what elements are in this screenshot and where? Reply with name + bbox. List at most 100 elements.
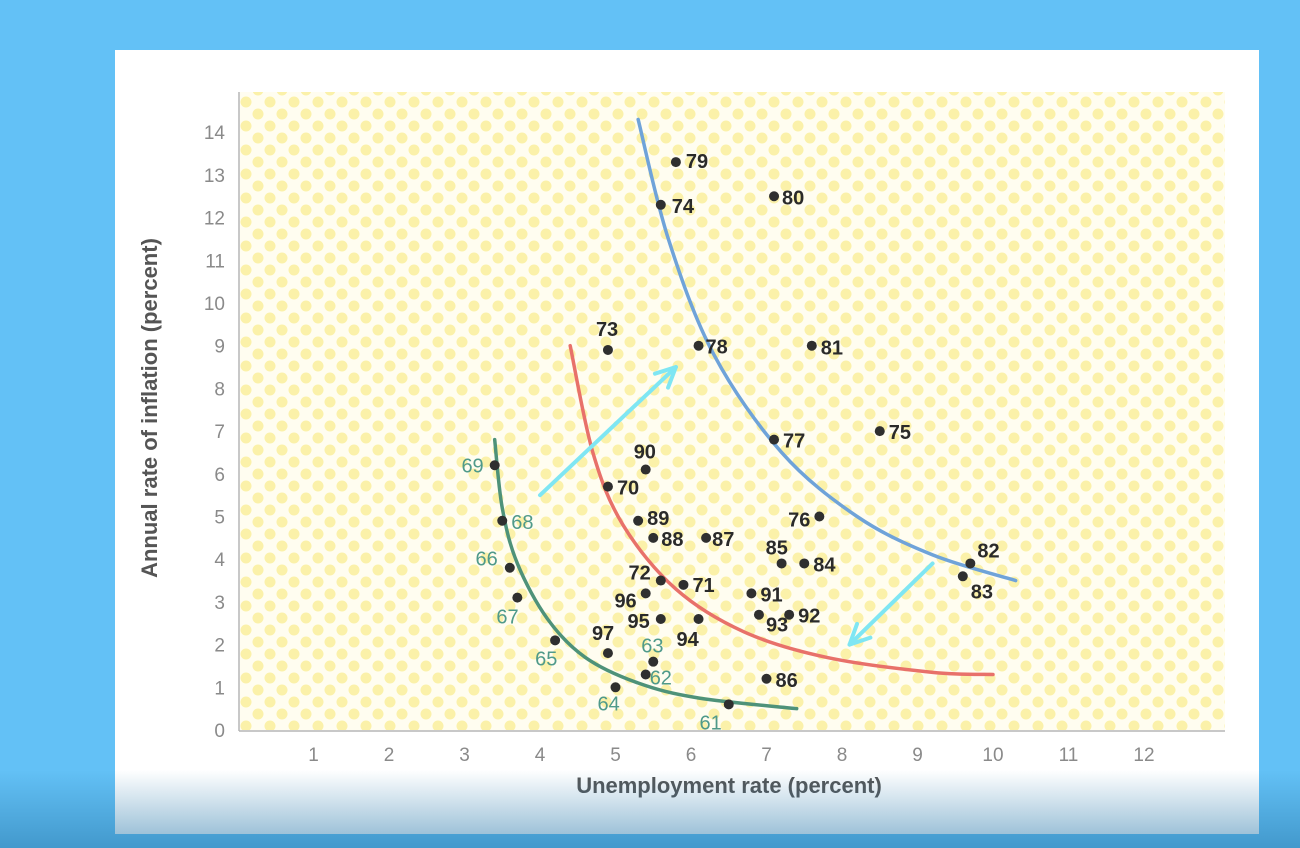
point-marker xyxy=(746,588,757,599)
y-tick-label: 0 xyxy=(214,721,225,742)
point-marker xyxy=(648,532,659,543)
point-label: 70 xyxy=(617,478,639,500)
point-marker xyxy=(769,191,780,202)
data-point: 73 xyxy=(596,319,618,355)
point-label: 91 xyxy=(760,584,782,606)
arrow-up-right xyxy=(538,365,678,498)
data-point: 68 xyxy=(497,512,534,534)
point-label: 83 xyxy=(971,581,993,603)
point-label: 87 xyxy=(712,529,734,551)
data-point: 76 xyxy=(788,510,825,532)
point-label: 65 xyxy=(535,648,557,670)
point-label: 76 xyxy=(788,510,810,532)
point-label: 96 xyxy=(614,590,636,612)
point-label: 90 xyxy=(634,442,656,464)
data-point: 83 xyxy=(957,571,993,603)
point-marker xyxy=(648,656,659,667)
data-point: 94 xyxy=(677,613,704,651)
x-axis-title: Unemployment rate (percent) xyxy=(576,773,882,798)
point-marker xyxy=(602,648,613,659)
data-point: 95 xyxy=(628,611,666,633)
data-point: 78 xyxy=(693,337,728,359)
point-marker xyxy=(965,558,976,569)
point-marker xyxy=(769,434,780,445)
data-point: 74 xyxy=(655,196,695,218)
y-tick-label: 4 xyxy=(214,550,225,571)
point-label: 75 xyxy=(889,422,911,444)
point-label: 67 xyxy=(496,607,518,629)
point-marker xyxy=(633,515,644,526)
point-label: 80 xyxy=(782,187,804,209)
data-point: 67 xyxy=(496,592,523,629)
point-label: 95 xyxy=(628,611,650,633)
point-label: 74 xyxy=(672,196,695,218)
data-point: 82 xyxy=(965,540,1000,569)
y-tick-label: 7 xyxy=(214,422,225,443)
point-label: 61 xyxy=(700,712,722,734)
plot-dot-pattern xyxy=(240,92,1225,730)
point-marker xyxy=(806,340,817,351)
point-marker xyxy=(723,699,734,710)
x-tick-label: 11 xyxy=(1059,745,1079,766)
point-label: 84 xyxy=(813,554,836,576)
point-marker xyxy=(753,609,764,620)
data-point: 85 xyxy=(766,537,788,569)
point-label: 63 xyxy=(641,636,663,658)
point-marker xyxy=(693,613,704,624)
point-label: 73 xyxy=(596,319,618,341)
data-point: 66 xyxy=(476,549,515,573)
x-tick-label: 12 xyxy=(1133,745,1154,766)
y-tick-label: 10 xyxy=(204,294,225,315)
point-marker xyxy=(550,635,561,646)
y-tick-label: 12 xyxy=(204,209,225,230)
point-label: 71 xyxy=(692,575,714,597)
data-point: 96 xyxy=(614,588,651,612)
data-point: 69 xyxy=(461,455,500,477)
point-marker xyxy=(761,673,772,684)
data-point: 89 xyxy=(633,508,669,530)
data-point: 61 xyxy=(700,699,734,734)
point-marker xyxy=(640,464,651,475)
data-point: 75 xyxy=(874,422,911,444)
point-label: 88 xyxy=(661,529,683,551)
point-marker xyxy=(874,426,885,437)
data-point: 64 xyxy=(598,682,621,715)
point-marker xyxy=(655,199,666,210)
point-marker xyxy=(776,558,787,569)
point-marker xyxy=(701,532,712,543)
data-point: 71 xyxy=(678,575,715,597)
point-marker xyxy=(678,579,689,590)
data-point: 63 xyxy=(641,636,664,667)
y-tick-label: 9 xyxy=(214,337,225,358)
y-tick-label: 5 xyxy=(214,508,225,529)
data-point: 80 xyxy=(769,187,804,209)
data-point: 97 xyxy=(592,623,614,659)
point-label: 78 xyxy=(706,337,728,359)
point-marker xyxy=(610,682,621,693)
data-points: 61 62 63 64 65 66 67 68 69 70 71 72 73 74 75 76 77 78 79 80… xyxy=(461,151,999,734)
x-tick-label: 1 xyxy=(308,745,319,766)
data-point: 93 xyxy=(753,609,788,637)
point-marker xyxy=(784,609,795,620)
x-tick-labels: 1 2 3 4 5 6 7 8 9 10 11 12 xyxy=(308,745,1154,766)
point-label: 79 xyxy=(686,151,708,173)
data-point: 62 xyxy=(640,667,672,689)
point-marker xyxy=(602,481,613,492)
data-point: 92 xyxy=(784,606,820,628)
point-label: 93 xyxy=(766,615,788,637)
data-point: 91 xyxy=(746,584,783,606)
point-label: 89 xyxy=(647,508,669,530)
point-marker xyxy=(640,588,651,599)
point-marker xyxy=(640,669,651,680)
point-marker xyxy=(655,575,666,586)
point-marker xyxy=(814,511,825,522)
point-marker xyxy=(957,571,968,582)
point-label: 94 xyxy=(677,629,700,651)
curve-1960s xyxy=(492,437,799,711)
x-tick-label: 3 xyxy=(459,745,470,766)
data-point: 86 xyxy=(761,670,798,692)
y-tick-label: 8 xyxy=(214,379,225,400)
arrow-down-left xyxy=(847,561,935,647)
